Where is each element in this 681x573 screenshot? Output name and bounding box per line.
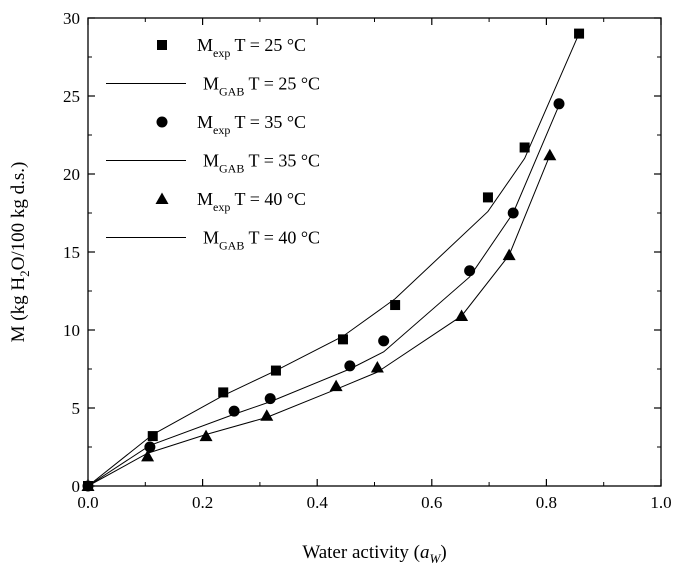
legend-entry: Mexp T = 35 °C (156, 112, 306, 137)
x-tick-label: 0.2 (192, 493, 213, 512)
series-3 (87, 105, 560, 487)
data-point (482, 192, 493, 203)
legend-label: Mexp T = 35 °C (197, 112, 306, 137)
data-point (553, 98, 565, 110)
data-point (218, 387, 229, 398)
data-point (543, 148, 557, 161)
series-5 (87, 155, 551, 487)
legend-label: MGAB T = 35 °C (203, 151, 320, 176)
y-tick-label: 20 (63, 165, 80, 184)
x-tick-label: 1.0 (650, 493, 671, 512)
series-line (87, 155, 551, 487)
series-line (87, 33, 580, 487)
series-1 (87, 33, 580, 487)
y-tick-label: 5 (72, 399, 81, 418)
data-point (199, 429, 213, 442)
y-tick-label: 25 (63, 87, 80, 106)
data-point (81, 479, 95, 491)
y-axis-ticks: 0 5 10 15 20 25 30 (63, 9, 661, 496)
data-point (378, 335, 390, 347)
legend-entry: MGAB T = 35 °C (106, 151, 320, 176)
legend-entry: MGAB T = 40 °C (106, 228, 320, 253)
legend: Mexp T = 25 °C MGAB T = 25 °C Mexp T = 35 … (106, 35, 320, 253)
series-line (87, 105, 560, 487)
x-axis-title: Water activity (aW) (302, 542, 446, 566)
y-tick-label: 15 (63, 243, 80, 262)
legend-label: MGAB T = 40 °C (203, 228, 320, 253)
y-tick-label: 10 (63, 321, 80, 340)
y-axis-title: M (kg H2O/100 kg d.s.) (8, 162, 32, 343)
plot-frame (87, 17, 662, 487)
x-tick-label: 0.4 (307, 493, 329, 512)
y-tick-label: 30 (63, 9, 80, 28)
legend-marker (157, 40, 167, 50)
x-tick-label: 0.8 (536, 493, 557, 512)
legend-label: MGAB T = 25 °C (203, 74, 320, 99)
legend-entry: Mexp T = 25 °C (157, 35, 306, 60)
series-layer (81, 28, 585, 492)
y-tick-label: 0 (72, 477, 81, 496)
legend-label: Mexp T = 40 °C (197, 189, 306, 214)
data-point (337, 334, 348, 345)
data-point (228, 405, 240, 417)
legend-entry: MGAB T = 25 °C (106, 74, 320, 99)
data-point (147, 431, 158, 442)
legend-marker (155, 192, 169, 204)
data-point (141, 449, 155, 462)
x-axis-ticks: 0.0 0.2 0.4 0.6 0.8 1.0 (77, 18, 672, 512)
data-point (370, 360, 384, 373)
legend-marker (156, 116, 168, 128)
data-point (264, 393, 276, 405)
data-point (390, 300, 401, 311)
x-tick-label: 0.0 (77, 493, 98, 512)
data-point (519, 142, 530, 153)
x-tick-label: 0.6 (421, 493, 442, 512)
legend-entry: Mexp T = 40 °C (155, 189, 306, 214)
legend-label: Mexp T = 25 °C (197, 35, 306, 60)
data-point (344, 360, 356, 372)
